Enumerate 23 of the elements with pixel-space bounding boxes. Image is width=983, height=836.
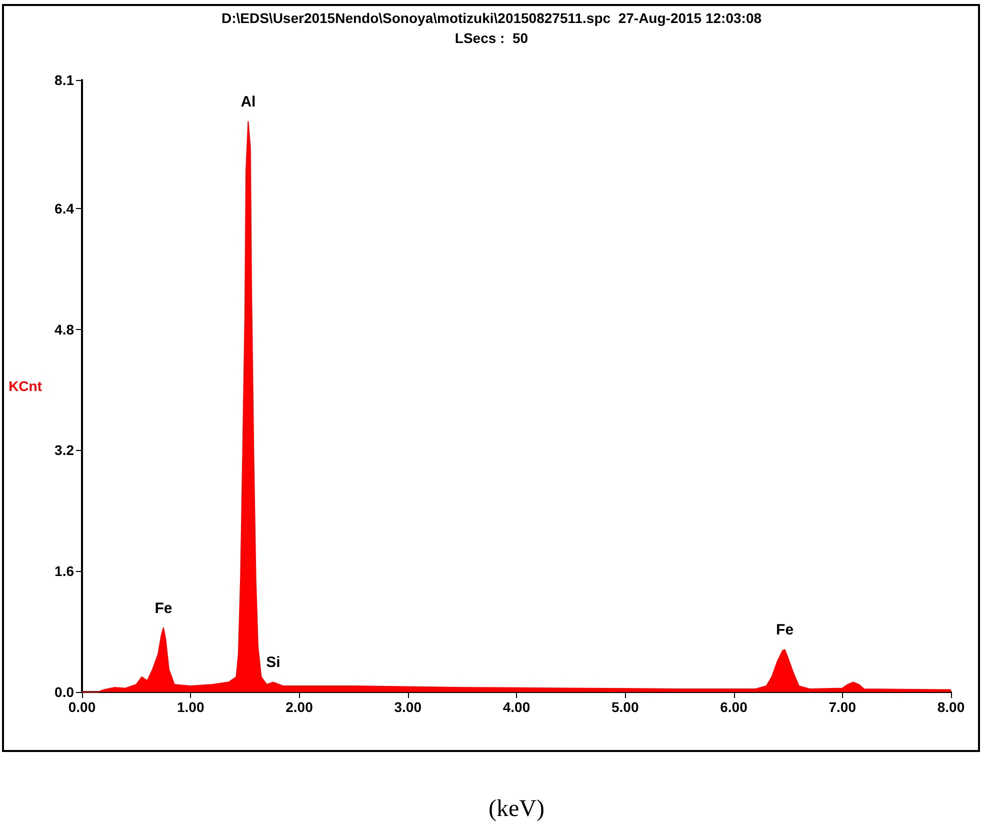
x-tick-label: 6.00	[720, 699, 748, 715]
annotation: Si	[266, 654, 280, 672]
chart-title: D:\EDS\User2015Nendo\Sonoya\motizuki\20150827511.spc 27-Aug-2015 12:03:08	[221, 10, 762, 26]
y-tick-label: 0.0	[54, 684, 74, 700]
x-tick-label: 8.00	[937, 699, 965, 715]
annotation: Al	[240, 94, 256, 111]
x-axis-title: (keV)	[488, 796, 544, 822]
chart-subtitle: LSecs : 50	[454, 30, 528, 46]
x-tick-label: 1.00	[177, 699, 204, 715]
x-tick-label: 3.00	[394, 699, 422, 715]
x-tick-label: 2.00	[286, 699, 314, 715]
y-tick-label: 4.8	[54, 321, 74, 338]
y-axis-title: KCnt	[8, 378, 42, 394]
y-tick-label: 6.4	[54, 200, 74, 216]
x-tick-label: 7.00	[828, 699, 856, 715]
y-tick-label: 3.2	[54, 442, 74, 458]
x-tick-label: 4.00	[502, 699, 530, 715]
y-tick-label: 1.6	[54, 563, 74, 580]
annotation: Fe	[776, 622, 794, 639]
x-tick-label: 0.00	[68, 699, 96, 715]
x-tick-label: 5.00	[612, 699, 639, 715]
annotation: Fe	[154, 600, 172, 617]
y-tick-label: 8.1	[54, 72, 74, 88]
